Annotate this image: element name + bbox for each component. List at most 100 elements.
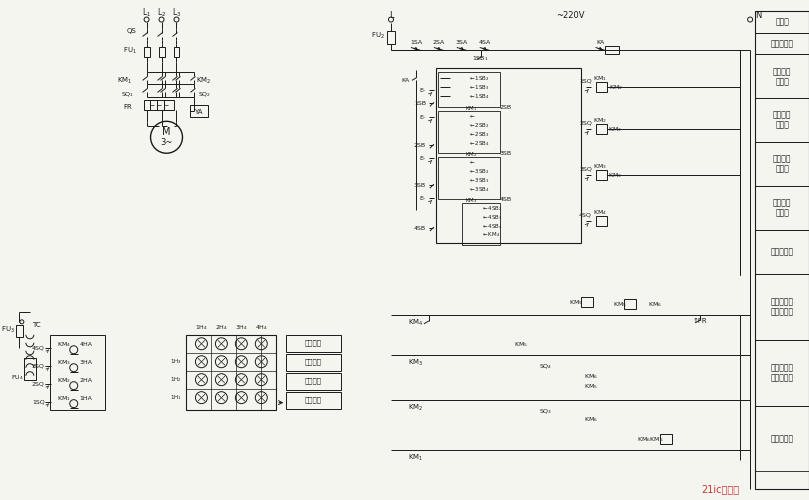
Bar xyxy=(755,10,809,32)
Bar xyxy=(755,98,809,142)
Text: $\leftarrow$4SB$_4$: $\leftarrow$4SB$_4$ xyxy=(481,222,502,230)
Bar xyxy=(387,30,395,44)
Text: KA: KA xyxy=(402,78,410,83)
Text: $\leftarrow$3SB$_4$: $\leftarrow$3SB$_4$ xyxy=(468,184,489,194)
Text: KM$_3$: KM$_3$ xyxy=(608,125,622,134)
Text: KM$_2$: KM$_2$ xyxy=(464,150,477,158)
Text: 二层控制: 二层控制 xyxy=(773,111,791,120)
Text: 三层信号: 三层信号 xyxy=(305,358,322,365)
Bar xyxy=(755,10,809,490)
Text: $\leftarrow$3SB$_2$: $\leftarrow$3SB$_2$ xyxy=(468,166,489,175)
Text: 一层控制: 一层控制 xyxy=(773,67,791,76)
Text: FU$_2$: FU$_2$ xyxy=(371,30,385,40)
Text: 3SQ: 3SQ xyxy=(32,363,44,368)
Text: 1SQ: 1SQ xyxy=(579,79,592,84)
Text: KM$_3$: KM$_3$ xyxy=(57,358,70,367)
Text: E-: E- xyxy=(420,196,426,200)
Text: KM$_4$: KM$_4$ xyxy=(592,208,607,216)
Bar xyxy=(625,299,637,309)
Text: 二层判别上: 二层判别上 xyxy=(770,363,794,372)
Text: YA: YA xyxy=(194,110,203,116)
Text: E-: E- xyxy=(420,156,426,160)
Text: 三层判别上: 三层判别上 xyxy=(770,298,794,306)
Text: E-: E- xyxy=(420,115,426,120)
Text: KM$_3$: KM$_3$ xyxy=(608,170,622,179)
Text: 3SB: 3SB xyxy=(413,182,426,188)
Bar xyxy=(438,112,500,153)
Bar xyxy=(755,230,809,274)
Text: SQ$_3$: SQ$_3$ xyxy=(539,407,553,416)
Text: 21ic电子网: 21ic电子网 xyxy=(701,484,739,494)
Text: $\leftarrow$: $\leftarrow$ xyxy=(468,158,475,166)
Text: 4SQ: 4SQ xyxy=(579,212,592,218)
Text: L$_3$: L$_3$ xyxy=(172,6,181,19)
Bar xyxy=(286,392,341,408)
Text: KM$_5$: KM$_5$ xyxy=(583,382,598,391)
Text: 1H$_3$: 1H$_3$ xyxy=(170,358,181,366)
Bar xyxy=(190,106,209,118)
Text: KM$_3$: KM$_3$ xyxy=(592,162,607,170)
Text: 2H$_4$: 2H$_4$ xyxy=(214,324,228,332)
Text: KM$_5$: KM$_5$ xyxy=(613,300,628,310)
Text: ~220V: ~220V xyxy=(557,11,585,20)
Bar xyxy=(755,340,809,406)
Text: 2HA: 2HA xyxy=(79,378,92,383)
Text: 2SA: 2SA xyxy=(433,40,445,45)
Text: 1SB$_1$: 1SB$_1$ xyxy=(472,54,489,63)
Bar xyxy=(755,274,809,340)
Bar xyxy=(23,358,36,380)
Text: 1H$_4$: 1H$_4$ xyxy=(195,324,208,332)
Text: KM$_1$: KM$_1$ xyxy=(57,394,70,403)
Text: 4H$_4$: 4H$_4$ xyxy=(255,324,268,332)
Text: L: L xyxy=(388,11,393,20)
Text: KM$_6$: KM$_6$ xyxy=(583,372,598,381)
Text: FU$_4$: FU$_4$ xyxy=(11,373,23,382)
Text: KM$_6$: KM$_6$ xyxy=(648,300,663,310)
Text: KM$_1$: KM$_1$ xyxy=(592,74,607,83)
Text: 1SB: 1SB xyxy=(414,101,426,106)
Text: 4HA: 4HA xyxy=(79,342,92,347)
Text: KM$_5$: KM$_5$ xyxy=(569,298,582,308)
Text: FU$_1$: FU$_1$ xyxy=(123,46,137,56)
Text: KM$_2$: KM$_2$ xyxy=(608,83,622,92)
Text: $\leftarrow$2SB$_3$: $\leftarrow$2SB$_3$ xyxy=(468,130,489,138)
Text: KM$_1$: KM$_1$ xyxy=(409,452,424,462)
Bar xyxy=(286,372,341,390)
Text: 2SQ: 2SQ xyxy=(32,381,44,386)
Text: $\leftarrow$3SB$_3$: $\leftarrow$3SB$_3$ xyxy=(468,176,489,184)
Bar xyxy=(595,124,608,134)
Text: 下降接触器: 下降接触器 xyxy=(770,434,794,443)
Text: 接触器: 接触器 xyxy=(775,77,789,86)
Text: N: N xyxy=(755,11,761,20)
Text: 接触器: 接触器 xyxy=(775,121,789,130)
Text: $\leftarrow$1SB$_2$: $\leftarrow$1SB$_2$ xyxy=(468,74,489,83)
Text: QS: QS xyxy=(127,28,137,34)
Text: 3SB: 3SB xyxy=(500,150,512,156)
Text: TC: TC xyxy=(32,322,41,328)
Bar xyxy=(159,48,164,58)
Text: KM$_3$: KM$_3$ xyxy=(464,196,477,204)
Text: L$_1$: L$_1$ xyxy=(142,6,151,19)
Text: KM$_4$: KM$_4$ xyxy=(57,340,70,349)
Text: 下方向开关: 下方向开关 xyxy=(770,308,794,316)
Text: 4SQ: 4SQ xyxy=(32,346,44,350)
Text: KM$_1$: KM$_1$ xyxy=(464,104,477,113)
Text: KM$_5$: KM$_5$ xyxy=(514,340,527,349)
Bar xyxy=(438,157,500,199)
Text: 4SB: 4SB xyxy=(413,226,426,230)
Text: M: M xyxy=(163,128,171,138)
Text: SQ$_4$: SQ$_4$ xyxy=(539,362,553,371)
Text: $\leftarrow$1SB$_4$: $\leftarrow$1SB$_4$ xyxy=(468,92,489,101)
Bar xyxy=(595,82,608,92)
Text: 电压继电器: 电压继电器 xyxy=(770,39,794,48)
Bar xyxy=(143,48,150,58)
Text: 1H$_1$: 1H$_1$ xyxy=(170,393,181,402)
Text: 三层控制: 三层控制 xyxy=(773,154,791,164)
Text: KM$_1$: KM$_1$ xyxy=(117,76,133,86)
Text: 熔断器: 熔断器 xyxy=(775,17,789,26)
Bar xyxy=(755,186,809,230)
Text: 下方向开关: 下方向开关 xyxy=(770,373,794,382)
Bar xyxy=(438,72,500,108)
Text: 接触器: 接触器 xyxy=(775,164,789,173)
Text: L$_2$: L$_2$ xyxy=(157,6,166,19)
